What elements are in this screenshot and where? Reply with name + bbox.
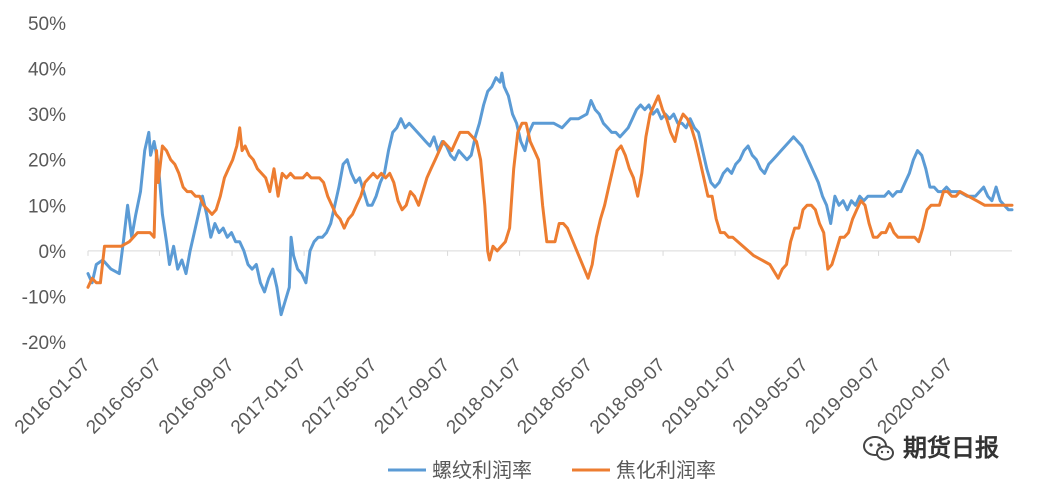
series-line-2 (86, 94, 1014, 289)
legend-label-1: 螺纹利润率 (432, 458, 532, 482)
x-tick-label: 2019-05-07 (729, 355, 813, 439)
x-tick-label: 2016-05-07 (82, 355, 166, 439)
y-tick-label: 40% (28, 60, 66, 81)
x-tick-label: 2020-01-07 (874, 355, 958, 439)
wechat-icon (863, 436, 894, 461)
x-tick-label: 2017-05-07 (298, 355, 382, 439)
y-tick-label: 10% (28, 196, 66, 217)
y-tick-label: 50% (28, 14, 66, 35)
y-axis-ticks: 50% 40% 30% 20% 10% 0% -10% -20% (22, 14, 66, 354)
watermark-text: 期货日报 (903, 434, 999, 462)
x-tick-label: 2016-09-07 (155, 355, 239, 439)
x-tick-label: 2018-05-07 (513, 355, 597, 439)
x-tick-label: 2018-09-07 (586, 355, 670, 439)
x-tick-label: 2016-01-07 (11, 355, 95, 439)
series-layer (86, 71, 1014, 317)
y-tick-label: 0% (39, 242, 67, 263)
series-line-1 (86, 71, 1014, 317)
watermark: 期货日报 (863, 434, 999, 462)
x-tick-label: 2017-01-07 (227, 355, 311, 439)
y-tick-label: -10% (22, 287, 66, 308)
x-tick-label: 2018-01-07 (443, 355, 527, 439)
y-tick-label: -20% (22, 333, 66, 354)
y-tick-label: 20% (28, 151, 66, 172)
legend-label-2: 焦化利润率 (616, 458, 716, 482)
y-tick-label: 30% (28, 105, 66, 126)
legend: 螺纹利润率 焦化利润率 (388, 458, 716, 482)
x-tick-label: 2017-09-07 (371, 355, 455, 439)
x-tick-label: 2019-01-07 (658, 355, 742, 439)
x-axis-ticks: 2016-01-072016-05-072016-09-072017-01-07… (11, 355, 957, 439)
x-axis-tick-marks (87, 250, 952, 256)
x-tick-label: 2019-09-07 (802, 355, 886, 439)
